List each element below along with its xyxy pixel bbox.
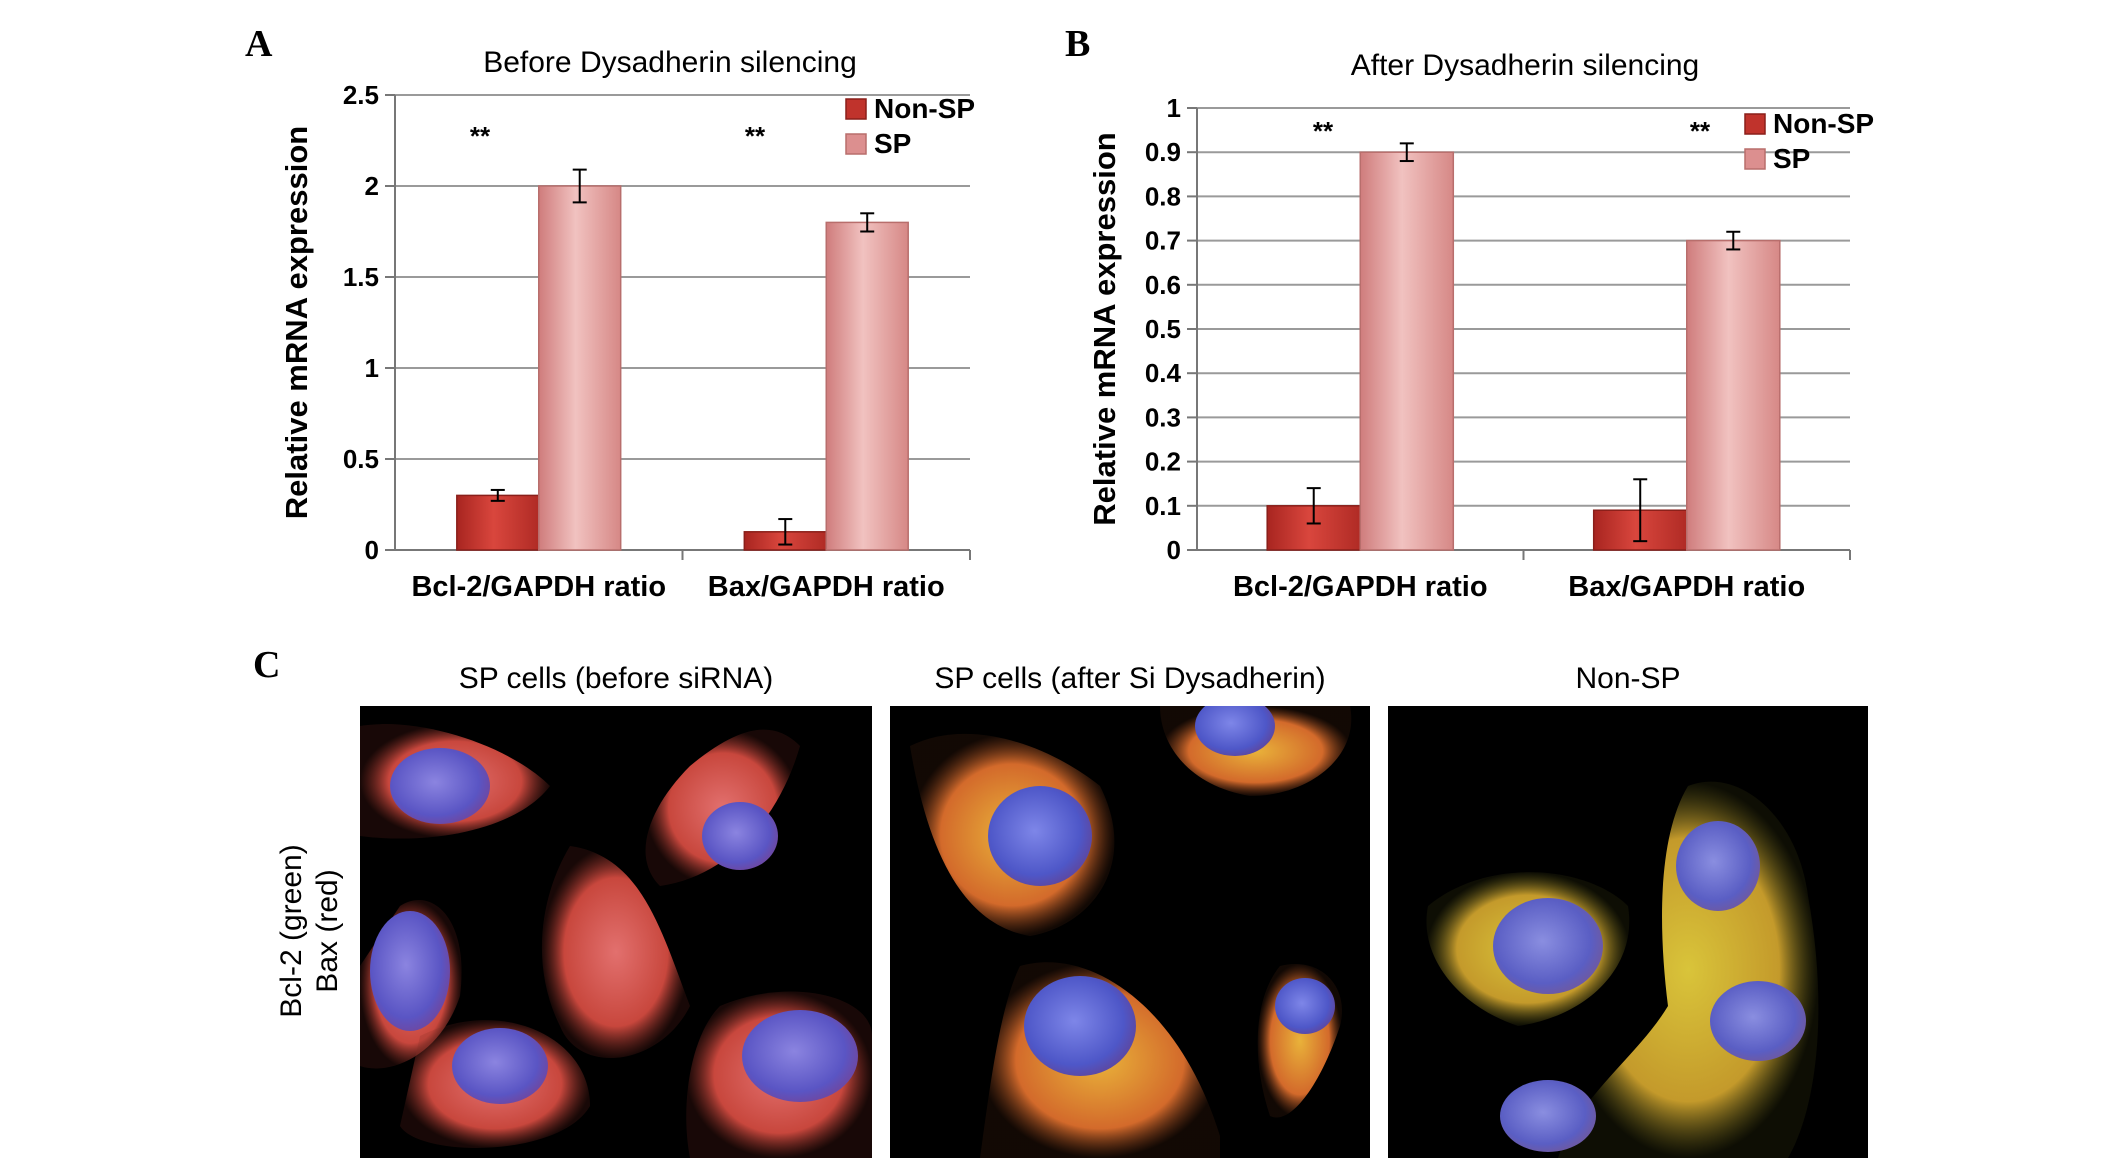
chart1-y-tick-label: 1.5: [343, 262, 379, 292]
micrograph-sp-after: [890, 706, 1370, 1158]
chart2-y-tick-label: 0.5: [1145, 314, 1181, 344]
chart2-significance-mark: **: [1690, 116, 1711, 146]
micrograph-title-1: SP cells (before siRNA): [458, 662, 774, 695]
chart1-bar-sp: [538, 185, 622, 551]
chart1-title: Before Dysadherin silencing: [483, 46, 857, 79]
chart2-y-tick-label: 0.2: [1145, 447, 1181, 477]
chart1-x-tick-label: Bax/GAPDH ratio: [708, 571, 945, 603]
chart2-y-axis-label: Relative mRNA expression: [1087, 132, 1122, 525]
stain-label-green: Bcl-2 (green): [275, 844, 308, 1018]
panel-letter-b: B: [1065, 23, 1091, 65]
chart1-bar-non-sp: [456, 494, 540, 551]
chart2-legend-label-sp: SP: [1773, 143, 1810, 174]
chart1-legend-swatch-non-sp: [845, 98, 867, 120]
micrograph-sp-before: [360, 706, 872, 1158]
chart2-x-tick-label: Bcl-2/GAPDH ratio: [1233, 571, 1488, 603]
chart2-y-tick-label: 0.7: [1145, 226, 1181, 256]
chart1-legend-label-non-sp: Non-SP: [874, 93, 975, 124]
chart1-y-tick-label: 2: [365, 171, 379, 201]
chart1-y-tick-label: 2.5: [343, 80, 379, 110]
chart2-y-tick-label: 0.9: [1145, 137, 1181, 167]
chart2-y-tick-label: 0.6: [1145, 270, 1181, 300]
chart2-legend-label-non-sp: Non-SP: [1773, 108, 1874, 139]
chart2-y-tick-label: 0.3: [1145, 402, 1181, 432]
chart1-x-tick-label: Bcl-2/GAPDH ratio: [411, 571, 666, 603]
chart2-significance-mark: **: [1313, 116, 1334, 146]
chart2-y-tick-label: 0.1: [1145, 491, 1181, 521]
chart2-y-tick-label: 1: [1167, 93, 1181, 123]
chart1-significance-mark: **: [470, 121, 491, 151]
chart1-significance-mark: **: [745, 121, 766, 151]
chart2-legend-swatch-sp: [1744, 148, 1766, 170]
stain-side-label: Bcl-2 (green) Bax (red): [274, 781, 346, 1081]
chart2-legend-swatch-non-sp: [1744, 113, 1766, 135]
chart2-x-tick-label: Bax/GAPDH ratio: [1568, 571, 1805, 603]
chart2-y-tick-label: 0.8: [1145, 181, 1181, 211]
chart1-legend-label-sp: SP: [874, 128, 911, 159]
chart2-bar-sp: [1359, 151, 1455, 551]
chart2-y-tick-label: 0: [1167, 535, 1181, 565]
chart1-y-tick-label: 0: [365, 535, 379, 565]
chart1-y-tick-label: 0.5: [343, 444, 379, 474]
chart2-bar-sp: [1686, 239, 1781, 551]
chart2-y-tick-label: 0.4: [1145, 358, 1182, 388]
panel-letter-a: A: [245, 23, 273, 65]
micrograph-non-sp: [1388, 706, 1868, 1158]
stain-label-red: Bax (red): [311, 869, 344, 993]
micrograph-title-3: Non-SP: [1575, 662, 1681, 695]
chart1-y-tick-label: 1: [365, 353, 379, 383]
chart1-bar-sp: [825, 221, 909, 551]
chart1-legend-swatch-sp: [845, 133, 867, 155]
bar-charts: 0 0.5 1 1.5 2 2.5 Bcl-2/GAPDH ratio Bax/GAPDH r…: [279, 46, 1874, 603]
micrograph-title-2: SP cells (after Si Dysadherin): [934, 662, 1326, 695]
chart1-y-axis-label: Relative mRNA expression: [279, 126, 314, 519]
panel-letter-c: C: [253, 644, 281, 686]
chart2-title: After Dysadherin silencing: [1351, 49, 1700, 82]
